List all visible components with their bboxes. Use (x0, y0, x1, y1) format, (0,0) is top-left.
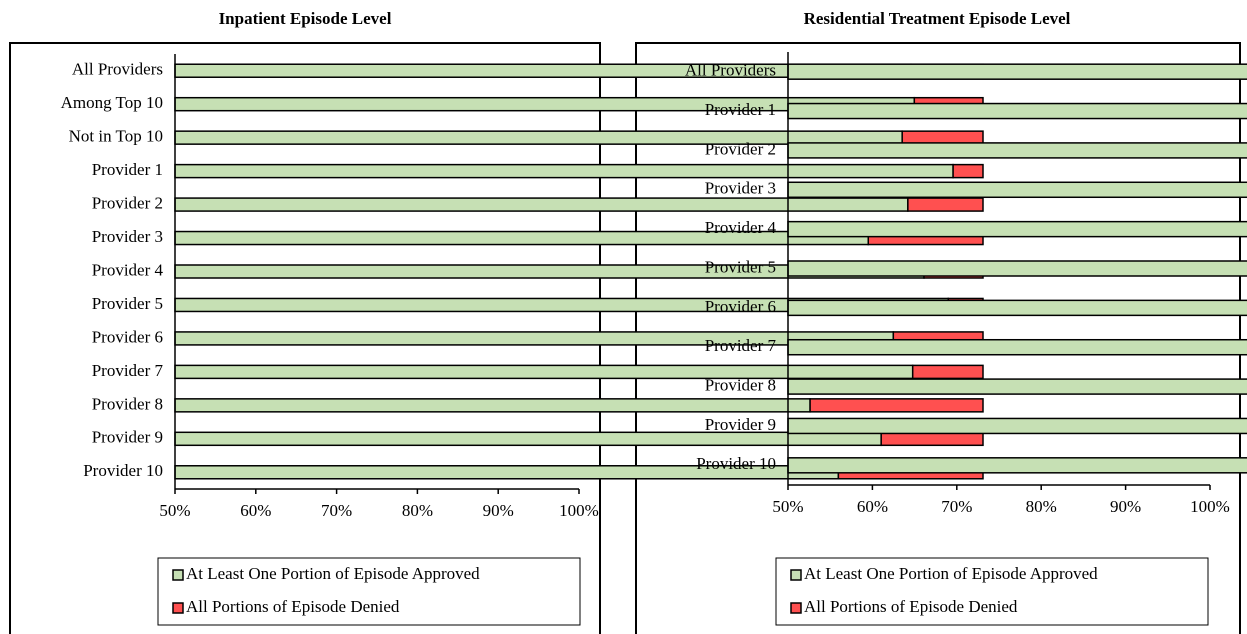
y-tick-label: Provider 6 (92, 327, 163, 346)
bar-segment (174, 431, 882, 447)
bar-segment (787, 142, 1247, 159)
x-tick-label: 70% (941, 497, 972, 516)
bar-segment (787, 299, 1247, 317)
legend-label: All Portions of Episode Denied (804, 597, 1018, 616)
legend-swatch (172, 569, 184, 581)
y-tick-label: Provider 4 (705, 218, 777, 237)
bar-segment (174, 163, 954, 179)
legend-box (157, 557, 581, 626)
legend-box (775, 557, 1209, 626)
x-tick-label: 90% (483, 501, 514, 520)
y-tick-label: All Providers (685, 61, 776, 80)
x-tick-label: 70% (321, 501, 352, 520)
y-tick-label: Provider 9 (92, 428, 163, 447)
bar-segment (174, 197, 909, 212)
y-tick-label: Provider 5 (92, 294, 163, 313)
y-tick-label: Provider 3 (92, 227, 163, 246)
bar-segment (174, 364, 914, 380)
bar-segment (809, 398, 984, 413)
x-tick-label: 100% (559, 501, 599, 520)
x-tick-label: 60% (240, 501, 271, 520)
x-tick-label: 80% (1026, 497, 1057, 516)
bar-segment (787, 102, 1247, 120)
bar-segment (911, 364, 984, 380)
y-tick-label: Provider 7 (705, 336, 777, 355)
y-tick-label: Not in Top 10 (69, 127, 163, 146)
x-tick-label: 50% (772, 497, 803, 516)
x-tick-label: 90% (1110, 497, 1141, 516)
legend-swatch (790, 569, 802, 581)
y-tick-label: Provider 1 (92, 160, 163, 179)
y-tick-label: Provider 8 (705, 375, 776, 394)
bar-segment (787, 338, 1247, 356)
y-tick-label: Among Top 10 (61, 93, 163, 112)
bar-segment (787, 457, 1247, 474)
y-tick-label: Provider 7 (92, 361, 164, 380)
bar-segment (787, 417, 1247, 435)
bar-segment (787, 260, 1247, 277)
y-tick-label: Provider 10 (696, 454, 776, 473)
y-tick-label: Provider 9 (705, 415, 776, 434)
legend-label: At Least One Portion of Episode Approved (804, 564, 1098, 583)
bar-segment (174, 398, 811, 413)
bar-segment (787, 181, 1247, 199)
y-tick-label: Provider 4 (92, 260, 164, 279)
y-tick-label: Provider 8 (92, 394, 163, 413)
y-tick-label: Provider 5 (705, 257, 776, 276)
bar-segment (174, 331, 895, 346)
bar-segment (952, 163, 984, 179)
y-tick-label: Provider 2 (705, 139, 776, 158)
y-tick-label: Provider 1 (705, 100, 776, 119)
bar-segment (880, 431, 984, 447)
chart-title: Inpatient Episode Level (219, 9, 392, 28)
x-tick-label: 60% (857, 497, 888, 516)
y-tick-label: Provider 3 (705, 179, 776, 198)
bar-segment (787, 63, 1247, 80)
x-tick-label: 50% (159, 501, 190, 520)
legend-swatch (172, 602, 184, 614)
bar-segment (787, 378, 1247, 395)
y-tick-label: Provider 2 (92, 193, 163, 212)
legend-label: All Portions of Episode Denied (186, 597, 400, 616)
legend-label: At Least One Portion of Episode Approved (186, 564, 480, 583)
y-tick-label: Provider 10 (83, 461, 163, 480)
chart-title: Residential Treatment Episode Level (804, 9, 1071, 28)
x-tick-label: 80% (402, 501, 433, 520)
legend-swatch (790, 602, 802, 614)
y-tick-label: Provider 6 (705, 297, 776, 316)
x-tick-label: 100% (1190, 497, 1230, 516)
bar-segment (787, 220, 1247, 238)
y-tick-label: All Providers (72, 60, 163, 79)
bar-segment (907, 197, 984, 212)
